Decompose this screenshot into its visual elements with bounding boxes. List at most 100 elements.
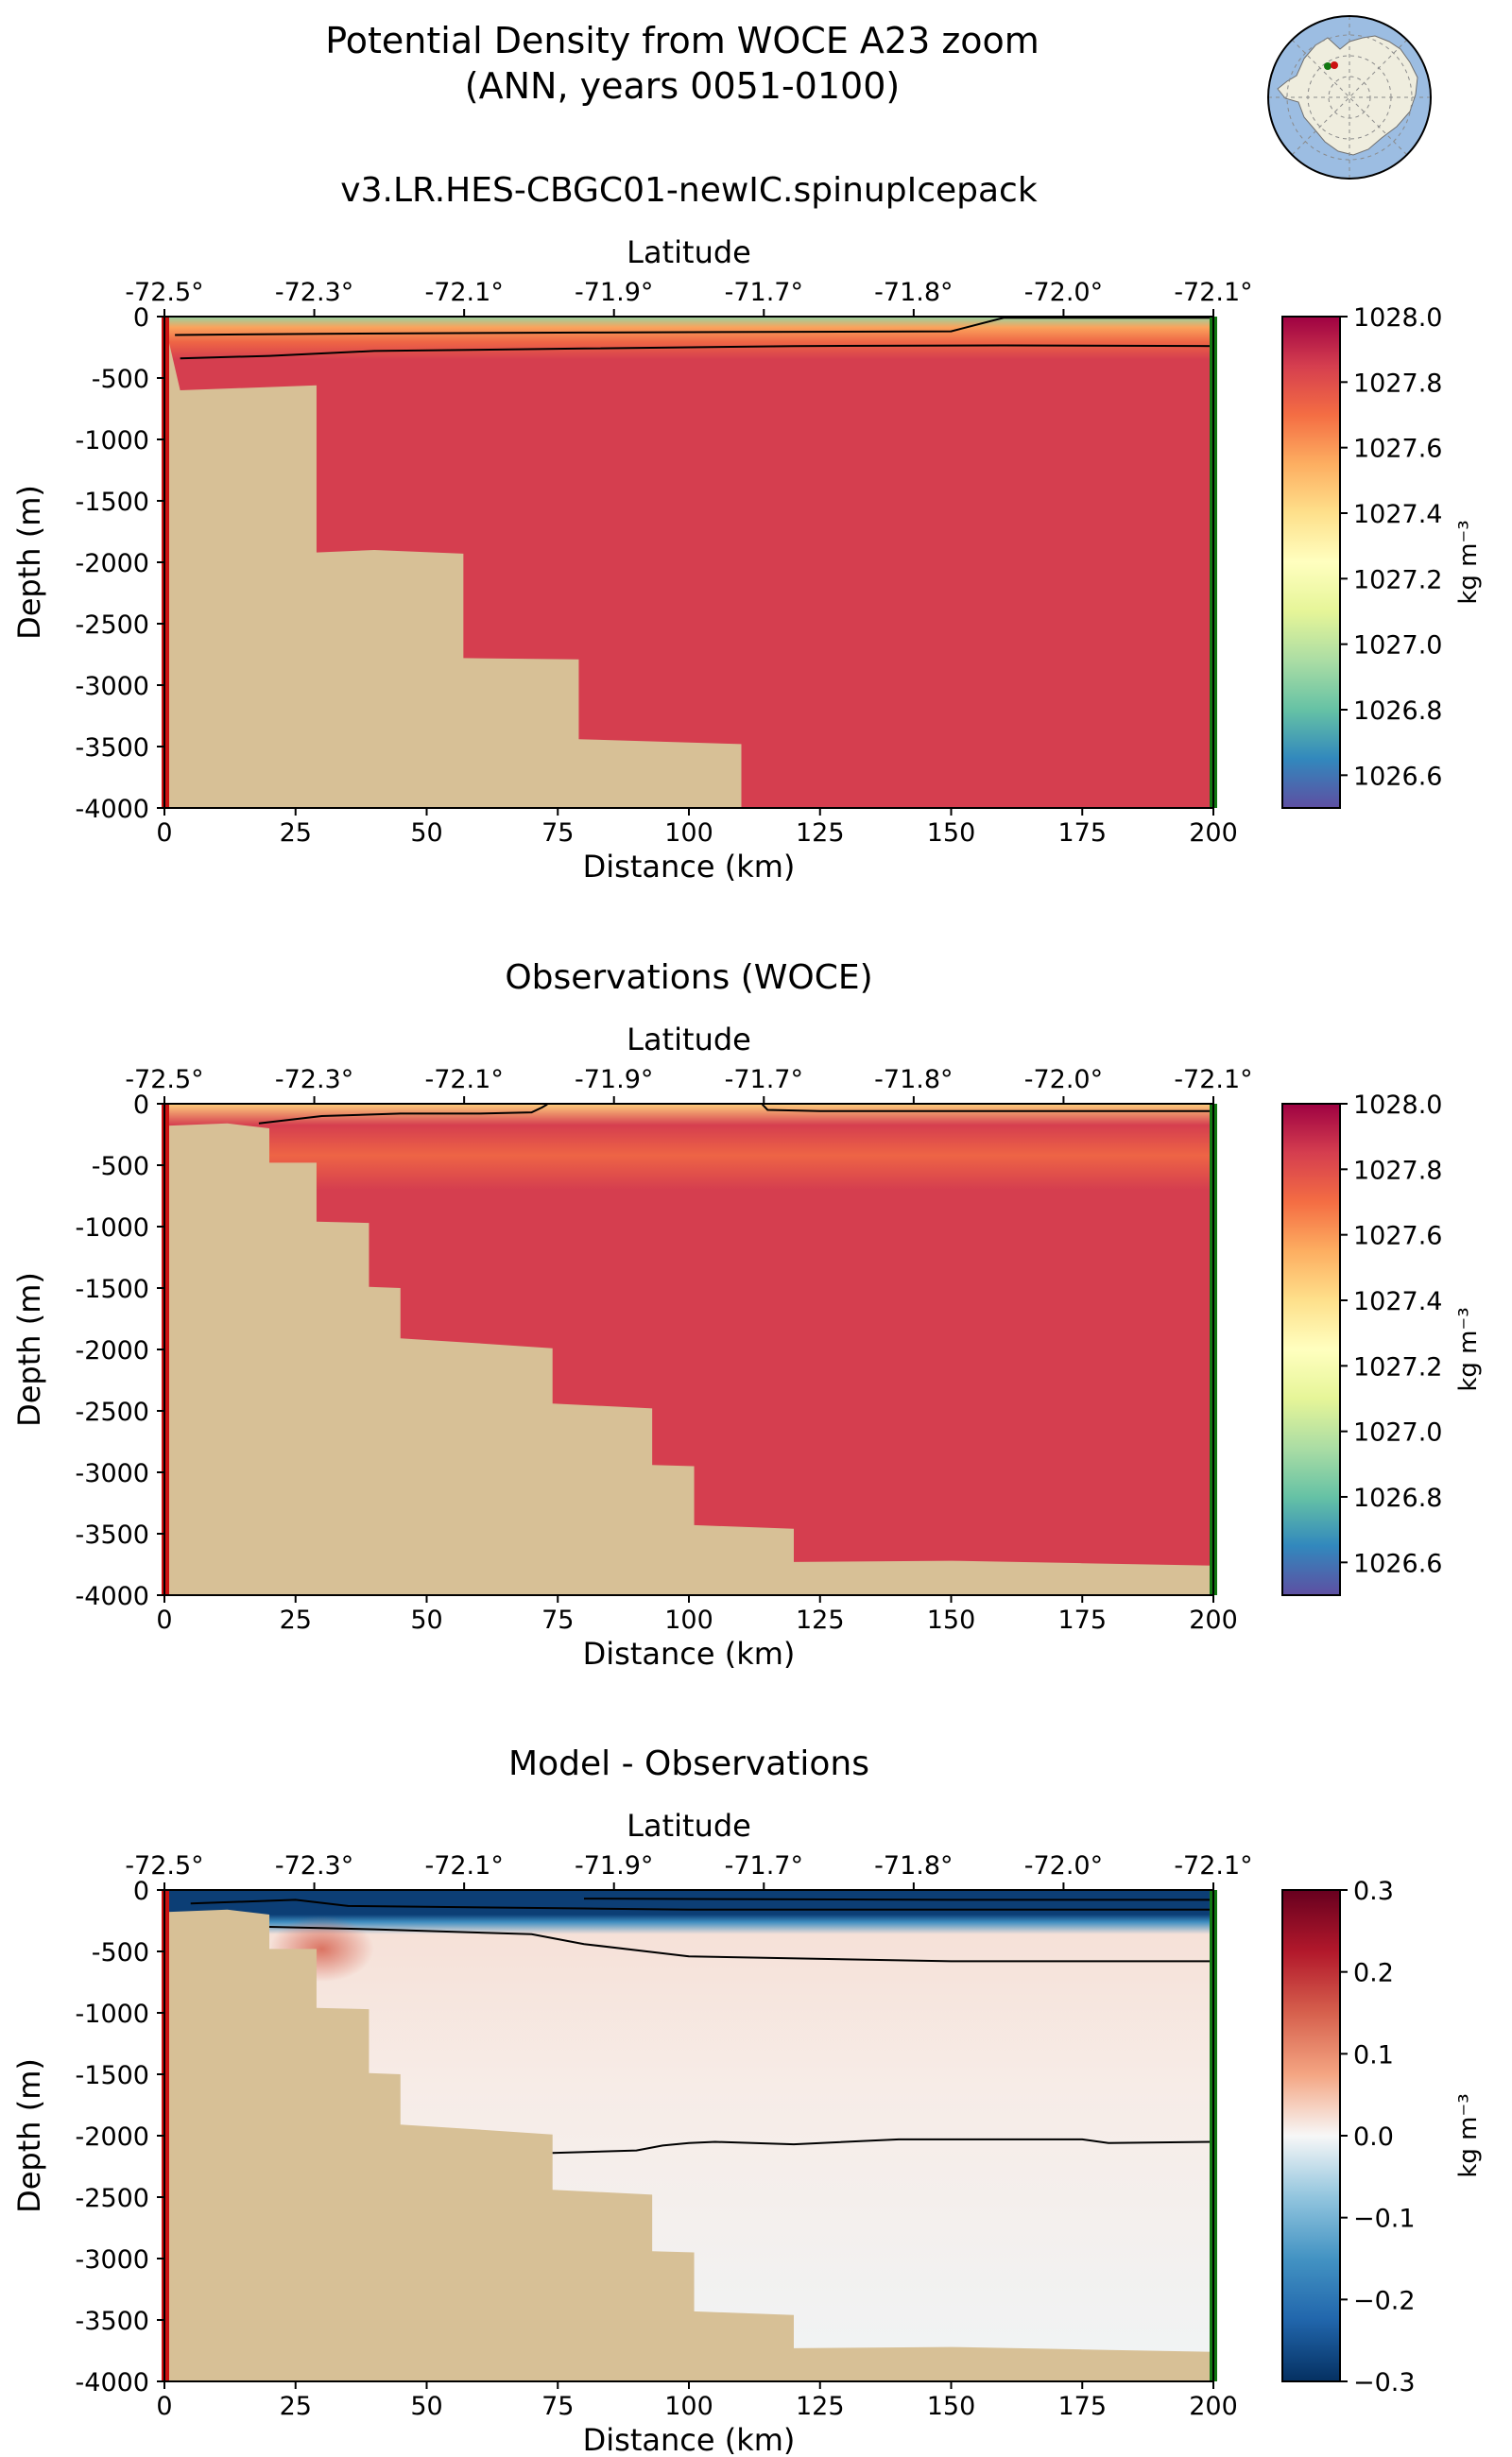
panel-model: v3.LR.HES-CBGC01-newIC.spinupIcepack 0 25 5… xyxy=(11,171,1483,885)
latitude-tick-label: -72.3° xyxy=(275,1851,353,1881)
contour-line-2 xyxy=(180,344,1214,360)
seafloor-bathymetry xyxy=(164,322,742,808)
colorbar-tick-label: 0.3 xyxy=(1353,1877,1394,1906)
panel-title: v3.LR.HES-CBGC01-newIC.spinupIcepack xyxy=(340,171,1038,210)
x-tick-label: 175 xyxy=(1057,2392,1107,2421)
figure-title-line2: (ANN, years 0051-0100) xyxy=(465,65,900,107)
map-border xyxy=(1267,15,1432,180)
latitude-tick-label: -72.1° xyxy=(1174,1065,1252,1094)
colorbar-tick-label: −0.3 xyxy=(1353,2368,1416,2397)
colorbar-tick-label: 1027.6 xyxy=(1353,435,1442,464)
y-tick-label: -2500 xyxy=(76,2184,149,2213)
colorbar-tick-label: 1027.4 xyxy=(1353,500,1442,529)
colorbar-label: kg m⁻³ xyxy=(1454,520,1483,604)
y-tick-label: -2000 xyxy=(76,549,149,578)
x-tick-label: 0 xyxy=(156,1606,172,1635)
y-tick-label: -4000 xyxy=(76,1582,149,1611)
latitude-tick-label: -71.8° xyxy=(874,1065,953,1094)
colorbar-tick-label: 1027.2 xyxy=(1353,565,1442,594)
x-tick-label: 0 xyxy=(156,2392,172,2421)
x-tick-label: 50 xyxy=(410,818,442,848)
map-section-start-dot xyxy=(1324,62,1332,70)
latitude-tick-label: -71.9° xyxy=(575,278,653,307)
latitude-axis-label: Latitude xyxy=(627,234,751,270)
seafloor-bathymetry xyxy=(164,1123,1213,1595)
y-tick-label: -3000 xyxy=(76,672,149,701)
map-graticule xyxy=(1268,16,1431,179)
latitude-tick-label: -72.1° xyxy=(424,278,503,307)
colorbar-tick-label: 1027.6 xyxy=(1353,1222,1442,1251)
x-tick-label: 125 xyxy=(796,2392,845,2421)
colorbar xyxy=(1281,1889,1341,2382)
x-tick-label: 25 xyxy=(280,818,312,848)
x-tick-label: 150 xyxy=(927,818,976,848)
contour-line-2 xyxy=(761,1103,1213,1112)
x-tick-label: 50 xyxy=(410,1606,442,1635)
x-tick-label: 150 xyxy=(927,2392,976,2421)
latitude-tick-label: -72.5° xyxy=(125,278,203,307)
latitude-tick-label: -72.0° xyxy=(1024,278,1103,307)
x-axis-label: Distance (km) xyxy=(583,1636,796,1672)
colorbar-tick-label: 1027.8 xyxy=(1353,1156,1442,1185)
colorbar-tick-label: −0.1 xyxy=(1353,2205,1416,2234)
map-section-end-dot xyxy=(1331,61,1338,69)
latitude-tick-label: -71.9° xyxy=(575,1851,653,1881)
colorbar-tick-label: 1027.8 xyxy=(1353,369,1442,398)
contour-line-1 xyxy=(258,1103,548,1125)
contour-line-3 xyxy=(268,1926,1213,1963)
x-tick-label: 75 xyxy=(541,818,574,848)
x-tick-label: 100 xyxy=(664,818,713,848)
y-tick-label: 0 xyxy=(133,1091,149,1120)
y-tick-label: -3000 xyxy=(76,2245,149,2275)
y-tick-label: 0 xyxy=(133,303,149,333)
y-tick-label: -2000 xyxy=(76,1336,149,1366)
x-axis-label: Distance (km) xyxy=(583,2422,796,2457)
latitude-tick-label: -72.1° xyxy=(1174,1851,1252,1881)
panel-difference: Model - Observations 0 25 50 75 100 125 150 175 2… xyxy=(11,1744,1483,2457)
colorbar-tick-label: 1027.2 xyxy=(1353,1352,1442,1382)
x-tick-label: 100 xyxy=(664,2392,713,2421)
y-tick-label: -3500 xyxy=(76,733,149,763)
x-tick-label: 200 xyxy=(1189,818,1238,848)
colorbar xyxy=(1281,316,1341,809)
y-tick-label: -1000 xyxy=(76,2000,149,2029)
latitude-tick-label: -72.5° xyxy=(125,1851,203,1881)
latitude-tick-label: -72.0° xyxy=(1024,1065,1103,1094)
colorbar-tick-label: 1027.0 xyxy=(1353,631,1442,661)
x-tick-label: 175 xyxy=(1057,818,1107,848)
panel-title: Observations (WOCE) xyxy=(505,958,872,997)
x-tick-label: 200 xyxy=(1189,2392,1238,2421)
colorbar-tick-label: 1027.0 xyxy=(1353,1418,1442,1448)
colorbar-tick-label: 1028.0 xyxy=(1353,303,1442,333)
contour-line-1 xyxy=(175,317,1213,336)
colorbar-tick-label: −0.2 xyxy=(1353,2286,1416,2315)
latitude-axis-label: Latitude xyxy=(627,1808,751,1844)
y-tick-label: -1000 xyxy=(76,1213,149,1243)
x-tick-label: 100 xyxy=(664,1606,713,1635)
y-tick-label: -3500 xyxy=(76,2307,149,2336)
y-tick-label: -1500 xyxy=(76,1275,149,1304)
colorbar-tick-label: 1026.8 xyxy=(1353,1484,1442,1513)
latitude-tick-label: -72.1° xyxy=(424,1065,503,1094)
x-tick-label: 75 xyxy=(541,2392,574,2421)
x-tick-label: 25 xyxy=(280,2392,312,2421)
y-axis-label: Depth (m) xyxy=(11,485,47,640)
colorbar-tick-label: 0.1 xyxy=(1353,2040,1394,2070)
x-tick-label: 0 xyxy=(156,818,172,848)
latitude-tick-label: -72.0° xyxy=(1024,1851,1103,1881)
y-tick-label: -500 xyxy=(92,1938,149,1967)
y-tick-label: -2500 xyxy=(76,610,149,640)
y-axis-label: Depth (m) xyxy=(11,1272,47,1427)
figure-title-line1: Potential Density from WOCE A23 zoom xyxy=(325,20,1040,61)
panel-title: Model - Observations xyxy=(508,1744,869,1783)
y-tick-label: -500 xyxy=(92,365,149,394)
y-tick-label: -1000 xyxy=(76,426,149,455)
y-tick-label: -3500 xyxy=(76,1521,149,1550)
latitude-tick-label: -71.8° xyxy=(874,278,953,307)
latitude-tick-label: -72.1° xyxy=(424,1851,503,1881)
colorbar-label: kg m⁻³ xyxy=(1454,1307,1483,1391)
latitude-tick-label: -71.7° xyxy=(725,1851,803,1881)
x-tick-label: 25 xyxy=(280,1606,312,1635)
colorbar-tick-label: 1026.6 xyxy=(1353,762,1442,791)
